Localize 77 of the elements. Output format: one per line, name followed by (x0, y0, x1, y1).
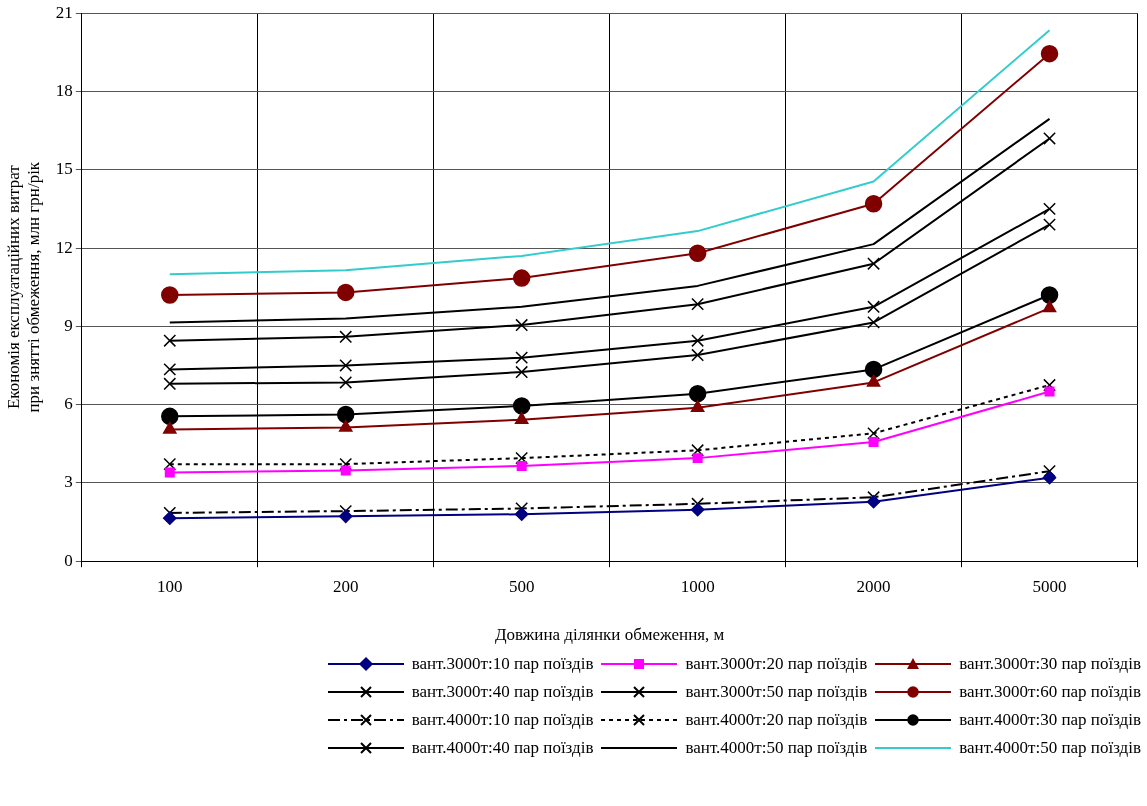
point (512, 397, 531, 415)
y-tick-label: 12 (55, 237, 73, 257)
point (1040, 286, 1059, 304)
point (339, 376, 353, 389)
y-tick-label: 3 (64, 472, 73, 492)
point (867, 316, 880, 329)
point (162, 421, 177, 434)
legend-label: вант.3000т:40 пар поїздів (411, 682, 594, 702)
point (164, 467, 175, 478)
legend-label: вант.3000т:10 пар поїздів (411, 654, 594, 674)
point (339, 330, 353, 344)
y-tick-label: 15 (55, 159, 73, 179)
legend-label: вант.4000т:40 пар поїздів (411, 738, 594, 758)
point (516, 460, 527, 471)
point (1040, 44, 1059, 63)
point (864, 360, 883, 379)
point (1043, 202, 1056, 216)
point (338, 419, 353, 432)
point (336, 405, 355, 424)
point (688, 384, 707, 403)
legend-label: вант.4000т:50 пар поїздів (959, 738, 1141, 758)
point (688, 244, 707, 263)
x-tick-label: 5000 (1032, 576, 1067, 596)
point (339, 359, 353, 372)
point (512, 269, 531, 287)
point (868, 436, 879, 447)
point (514, 412, 529, 425)
point (690, 503, 705, 517)
legend-label: вант.3000т:60 пар поїздів (959, 682, 1141, 702)
x-tick-label: 500 (508, 576, 535, 596)
y-tick-label: 9 (64, 315, 73, 335)
x-tick-label: 2000 (856, 576, 891, 596)
point (867, 257, 880, 271)
point (514, 507, 529, 521)
x-tick-label: 100 (157, 576, 183, 596)
point (163, 511, 177, 525)
point (163, 334, 177, 348)
point (1042, 470, 1057, 485)
point (515, 451, 529, 465)
point (161, 407, 179, 426)
y-tick-label: 0 (64, 550, 73, 570)
point (1043, 378, 1056, 392)
point (163, 457, 177, 471)
x-axis-title: Довжина ділянки обмеження, м (494, 625, 725, 645)
y-tick-label: 6 (64, 394, 73, 414)
point (867, 426, 880, 440)
point (161, 286, 179, 304)
point (515, 318, 529, 332)
legend-label: вант.3000т:30 пар поїздів (959, 654, 1141, 674)
legend-label: вант.4000т:10 пар поїздів (411, 710, 594, 730)
point (339, 457, 353, 471)
point (866, 494, 881, 509)
legend-label: вант.3000т:20 пар поїздів (685, 654, 868, 674)
x-tick-label: 1000 (680, 576, 715, 596)
point (691, 297, 705, 311)
point (690, 400, 705, 413)
point (866, 374, 881, 387)
legend-label: вант.4000т:50 пар поїздів (685, 738, 868, 758)
point (338, 509, 353, 524)
x-tick-label: 200 (332, 576, 359, 596)
point (691, 443, 705, 457)
point (1044, 386, 1055, 397)
point (864, 194, 883, 213)
legend-label: вант.4000т:30 пар поїздів (959, 710, 1141, 730)
point (1043, 218, 1056, 231)
point (1043, 132, 1056, 145)
legend-label: вант.3000т:50 пар поїздів (685, 682, 868, 702)
y-tick-label: 21 (55, 2, 73, 22)
y-axis-title: Економія експлуатаційних витрат при знятті обмеження, млн грн/рік (3, 161, 44, 413)
legend-label: вант.4000т:20 пар поїздів (685, 710, 868, 730)
point (692, 453, 703, 464)
y-tick-label: 18 (55, 80, 73, 100)
point (336, 283, 355, 302)
point (1042, 300, 1057, 313)
point (867, 300, 880, 314)
point (1043, 464, 1056, 478)
point (340, 465, 351, 476)
